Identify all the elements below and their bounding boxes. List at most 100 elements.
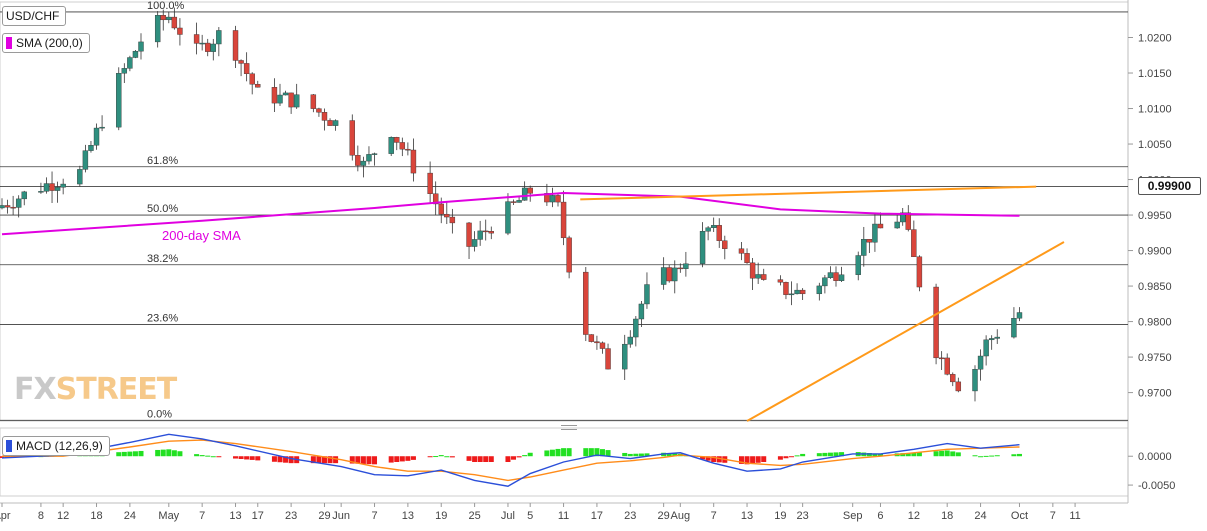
candle-up — [388, 137, 394, 154]
candle-up — [116, 73, 122, 128]
candle-down — [427, 172, 433, 194]
candle-down — [799, 289, 806, 295]
macd-hist-bar-neg — [333, 456, 339, 464]
candle-up — [293, 94, 300, 108]
macd-hist-bar-pos — [666, 453, 672, 457]
macd-hist-bar-neg — [394, 456, 400, 462]
time-tick-label: 23 — [624, 510, 636, 522]
macd-hist-bar-neg — [472, 456, 478, 462]
macd-hist-bar-neg — [466, 456, 472, 461]
candle-down — [911, 229, 917, 258]
macd-hist-bar-neg — [516, 456, 522, 458]
macd-hist-bar-neg — [755, 456, 761, 463]
macd-hist-bar-neg — [511, 456, 517, 460]
fxstreet-logo: FXSTREET — [14, 372, 177, 407]
candle-down — [410, 149, 417, 174]
macd-hist-bar-neg — [288, 456, 294, 464]
macd-hist-bar-pos — [916, 452, 922, 457]
candle-down — [405, 148, 411, 151]
macd-hist-bar-neg — [366, 456, 372, 465]
macd-hist-bar-pos — [905, 452, 911, 457]
fib-level-label: 100.0% — [147, 0, 185, 12]
candle-down — [833, 272, 839, 281]
price-tick-label: 1.0150 — [1138, 68, 1172, 80]
time-tick-label: 13 — [229, 510, 241, 522]
time-tick-label: 13 — [741, 510, 753, 522]
candle-down — [238, 60, 244, 64]
macd-hist-bar-neg — [410, 456, 416, 460]
fib-level-label: 23.6% — [147, 312, 178, 324]
candle-up — [154, 15, 161, 43]
candle-up — [549, 195, 556, 203]
candle-down — [249, 73, 255, 85]
candle-up — [138, 41, 144, 52]
candle-down — [666, 267, 672, 282]
symbol-badge[interactable]: USD/CHF — [2, 6, 67, 26]
candle-down — [722, 240, 728, 249]
macd-hist-bar-pos — [566, 448, 572, 457]
time-tick-label: 5 — [527, 510, 533, 522]
candle-up — [88, 145, 94, 151]
macd-hist-bar-neg — [321, 456, 327, 464]
macd-badge[interactable]: MACD (12,26,9) — [2, 436, 110, 456]
candle-down — [510, 201, 517, 203]
macd-line — [1, 433, 1020, 487]
macd-tick-label: -0.0050 — [1138, 480, 1175, 492]
sma-badge-label: SMA (200,0) — [16, 36, 83, 50]
candle-up — [43, 183, 50, 192]
candle-down — [432, 193, 439, 205]
time-tick-label: 13 — [402, 510, 414, 522]
macd-hist-bar-pos — [549, 449, 555, 457]
time-tick-label: 12 — [908, 510, 920, 522]
candle-up — [705, 227, 711, 232]
macd-hist-bar-pos — [672, 453, 678, 457]
macd-hist-bar-pos — [166, 449, 172, 457]
macd-hist-bar-neg — [777, 456, 783, 460]
macd-hist-bar-pos — [605, 450, 611, 457]
candle-down — [527, 187, 533, 194]
macd-hist-bar-neg — [271, 456, 277, 462]
time-tick-label: Jul — [501, 510, 515, 522]
macd-hist-bar-neg — [738, 456, 744, 464]
macd-hist-bar-pos — [822, 452, 828, 457]
sma-badge[interactable]: SMA (200,0) — [2, 33, 90, 53]
macd-hist-bar-neg — [750, 456, 756, 464]
macd-hist-bar-pos — [633, 453, 639, 457]
price-tick-label: 0.9700 — [1138, 388, 1172, 400]
macd-hist-bar-pos — [638, 453, 644, 457]
candle-down — [588, 334, 595, 342]
candle-down — [205, 42, 211, 52]
candle-down — [466, 222, 472, 247]
macd-hist-bar-neg — [483, 456, 489, 462]
macd-hist-bar-neg — [238, 456, 244, 459]
candle-up — [216, 30, 222, 45]
candle-down — [560, 201, 567, 239]
candle-up — [900, 212, 906, 223]
macd-hist-bar-pos — [599, 449, 605, 457]
macd-hist-bar-neg — [277, 456, 283, 463]
macd-hist-bar-pos — [194, 454, 200, 457]
macd-hist-bar-pos — [644, 453, 650, 457]
candle-down — [310, 94, 317, 109]
macd-hist-bar-pos — [994, 455, 1000, 457]
macd-hist-bar-pos — [155, 449, 161, 457]
candle-down — [271, 87, 278, 104]
macd-hist-bar-neg — [388, 456, 394, 463]
macd-hist-bar-pos — [622, 452, 628, 457]
candle-up — [99, 126, 105, 129]
candle-up — [360, 160, 367, 166]
time-tick-label: 23 — [285, 510, 297, 522]
candle-down — [399, 142, 406, 150]
candle-down — [255, 84, 261, 88]
macd-hist-bar-neg — [360, 456, 366, 464]
time-tick-label: 19 — [435, 510, 447, 522]
candle-down — [49, 183, 55, 191]
time-tick-label: 8 — [38, 510, 44, 522]
candle-up — [521, 187, 528, 201]
candle-down — [783, 282, 789, 295]
macd-tick-label: 0.0000 — [1138, 451, 1172, 463]
pane-resize-handle[interactable] — [561, 425, 577, 430]
macd-hist-bar-pos — [121, 451, 127, 457]
macd-hist-bar-pos — [555, 448, 561, 457]
